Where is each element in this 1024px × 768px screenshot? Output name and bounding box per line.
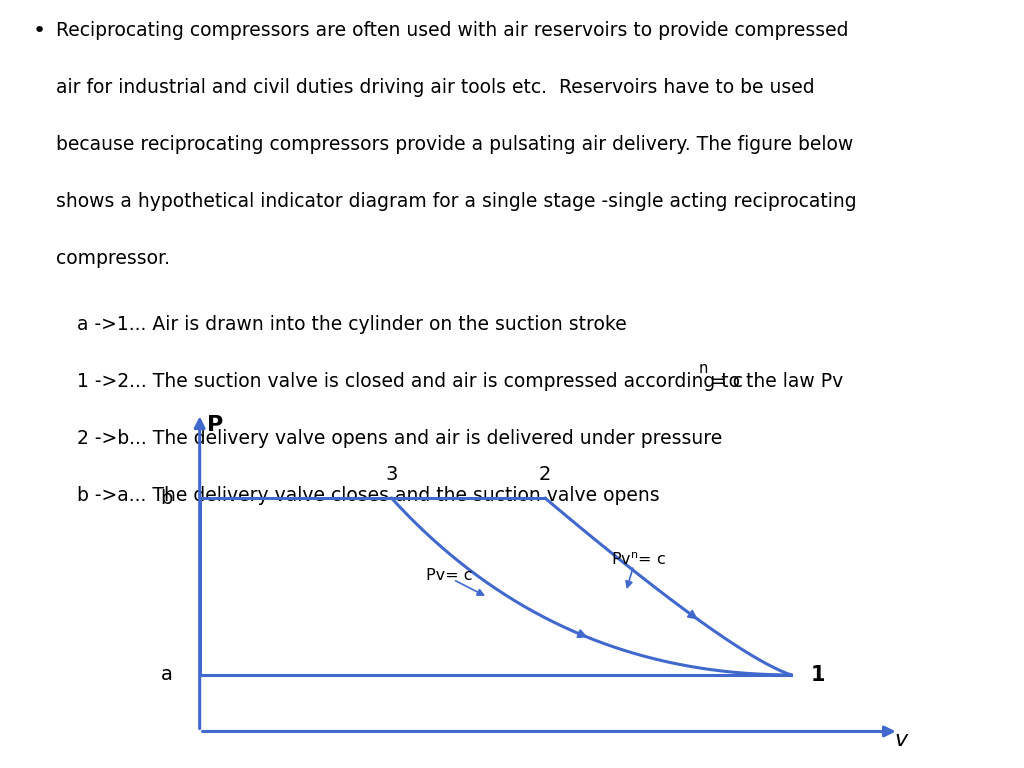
Text: 3: 3 bbox=[385, 465, 398, 484]
Text: shows a hypothetical indicator diagram for a single stage -single acting recipro: shows a hypothetical indicator diagram f… bbox=[56, 192, 857, 211]
Text: = c: = c bbox=[705, 372, 743, 391]
Text: 2: 2 bbox=[539, 465, 552, 484]
Text: compressor.: compressor. bbox=[56, 249, 170, 268]
Text: 1: 1 bbox=[810, 665, 824, 685]
Text: because reciprocating compressors provide a pulsating air delivery. The figure b: because reciprocating compressors provid… bbox=[56, 135, 854, 154]
Text: 1 ->2... The suction valve is closed and air is compressed according to the law : 1 ->2... The suction valve is closed and… bbox=[77, 372, 843, 391]
Text: $\mathrm{Pv}^{\mathrm{n}}$= c: $\mathrm{Pv}^{\mathrm{n}}$= c bbox=[610, 551, 666, 568]
Text: Reciprocating compressors are often used with air reservoirs to provide compress: Reciprocating compressors are often used… bbox=[56, 22, 849, 40]
Text: v: v bbox=[895, 730, 908, 750]
Text: P: P bbox=[207, 415, 223, 435]
Text: b: b bbox=[161, 488, 173, 508]
Text: air for industrial and civil duties driving air tools etc.  Reservoirs have to b: air for industrial and civil duties driv… bbox=[56, 78, 815, 97]
Text: •: • bbox=[33, 22, 46, 41]
Text: a ->1... Air is drawn into the cylinder on the suction stroke: a ->1... Air is drawn into the cylinder … bbox=[77, 315, 627, 333]
Text: n: n bbox=[698, 361, 708, 376]
Text: b ->a... The delivery valve closes and the suction valve opens: b ->a... The delivery valve closes and t… bbox=[77, 486, 659, 505]
Text: a: a bbox=[161, 665, 173, 684]
Text: 2 ->b... The delivery valve opens and air is delivered under pressure: 2 ->b... The delivery valve opens and ai… bbox=[77, 429, 722, 448]
Text: Pv= c: Pv= c bbox=[426, 568, 473, 584]
